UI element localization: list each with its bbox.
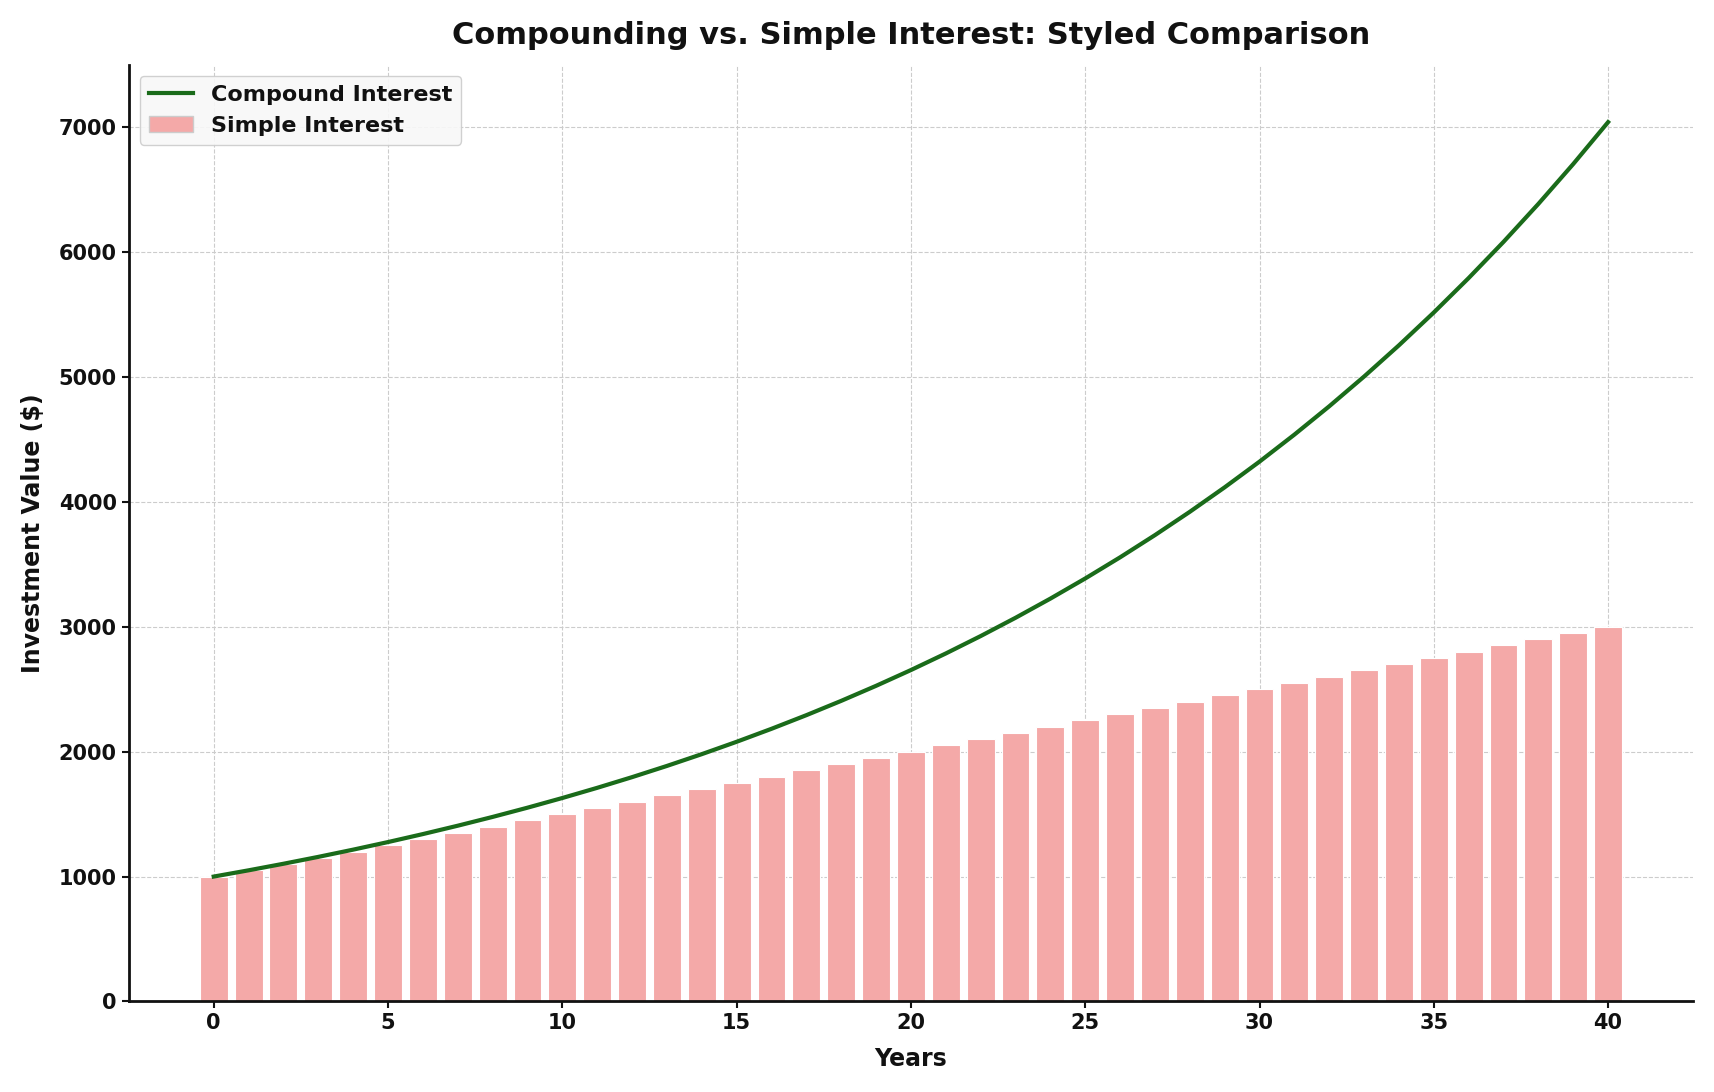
Bar	[1176, 702, 1203, 1001]
Bar	[201, 877, 228, 1001]
Compound Interest	[1040, 592, 1061, 605]
Compound Interest	[1388, 339, 1409, 352]
Compound Interest	[795, 709, 816, 722]
Bar	[478, 827, 507, 1001]
Compound Interest	[586, 781, 607, 794]
Compound Interest	[1424, 306, 1445, 319]
Bar	[758, 776, 785, 1001]
Bar	[932, 746, 960, 1001]
Bar	[1560, 633, 1587, 1001]
Bar	[410, 839, 437, 1001]
Compound Interest	[1459, 272, 1479, 285]
Bar	[723, 783, 751, 1001]
Bar	[1037, 726, 1064, 1001]
Bar	[305, 858, 333, 1001]
Compound Interest	[656, 759, 677, 772]
Bar	[1351, 670, 1378, 1001]
Compound Interest	[1179, 506, 1200, 519]
Bar	[374, 845, 403, 1001]
Compound Interest	[970, 629, 991, 642]
Bar	[653, 795, 680, 1001]
Bar	[1071, 721, 1099, 1001]
Bar	[1524, 639, 1553, 1001]
Compound Interest	[343, 843, 363, 856]
Bar	[1594, 627, 1621, 1001]
Bar	[1419, 658, 1448, 1001]
Compound Interest	[518, 802, 538, 815]
Bar	[619, 802, 646, 1001]
Compound Interest	[1075, 572, 1095, 585]
Bar	[1246, 689, 1274, 1001]
Compound Interest	[309, 851, 329, 864]
Compound Interest	[273, 857, 293, 870]
Line: Compound Interest: Compound Interest	[214, 122, 1608, 877]
Bar	[444, 833, 471, 1001]
Compound Interest	[936, 646, 956, 660]
Compound Interest	[831, 695, 852, 708]
Compound Interest	[447, 819, 468, 832]
Bar	[1142, 708, 1169, 1001]
Bar	[1489, 645, 1517, 1001]
Compound Interest	[377, 835, 398, 848]
Bar	[687, 790, 716, 1001]
Compound Interest	[413, 828, 434, 841]
Compound Interest	[727, 735, 747, 748]
Bar	[235, 870, 262, 1001]
Compound Interest	[900, 664, 920, 677]
Compound Interest	[866, 679, 886, 692]
Compound Interest	[1529, 198, 1549, 211]
Legend: Compound Interest, Simple Interest: Compound Interest, Simple Interest	[141, 75, 461, 144]
Compound Interest	[1493, 235, 1513, 248]
Compound Interest	[1563, 157, 1584, 170]
Bar	[896, 751, 926, 1001]
Compound Interest	[1320, 400, 1340, 413]
Compound Interest	[622, 771, 643, 784]
Bar	[1280, 682, 1308, 1001]
Bar	[862, 758, 890, 1001]
Compound Interest	[1597, 116, 1618, 129]
Bar	[1315, 677, 1344, 1001]
X-axis label: Years: Years	[874, 1047, 948, 1071]
Title: Compounding vs. Simple Interest: Styled Comparison: Compounding vs. Simple Interest: Styled …	[452, 21, 1369, 50]
Compound Interest	[1109, 550, 1130, 563]
Compound Interest	[204, 870, 225, 883]
Y-axis label: Investment Value ($): Investment Value ($)	[21, 393, 45, 673]
Compound Interest	[238, 864, 259, 877]
Bar	[1106, 714, 1135, 1001]
Bar	[548, 815, 576, 1001]
Bar	[1455, 652, 1483, 1001]
Bar	[967, 739, 994, 1001]
Compound Interest	[1284, 428, 1304, 441]
Compound Interest	[1004, 612, 1025, 625]
Bar	[583, 808, 612, 1001]
Bar	[339, 852, 367, 1001]
Bar	[269, 864, 297, 1001]
Bar	[514, 820, 542, 1001]
Compound Interest	[1250, 455, 1270, 468]
Compound Interest	[1214, 480, 1234, 494]
Bar	[792, 770, 821, 1001]
Compound Interest	[761, 722, 782, 735]
Bar	[1210, 696, 1239, 1001]
Bar	[828, 764, 855, 1001]
Bar	[1001, 733, 1030, 1001]
Compound Interest	[691, 748, 711, 761]
Compound Interest	[1354, 370, 1375, 383]
Compound Interest	[552, 792, 572, 805]
Bar	[1385, 664, 1412, 1001]
Compound Interest	[1145, 529, 1166, 542]
Compound Interest	[482, 810, 502, 823]
